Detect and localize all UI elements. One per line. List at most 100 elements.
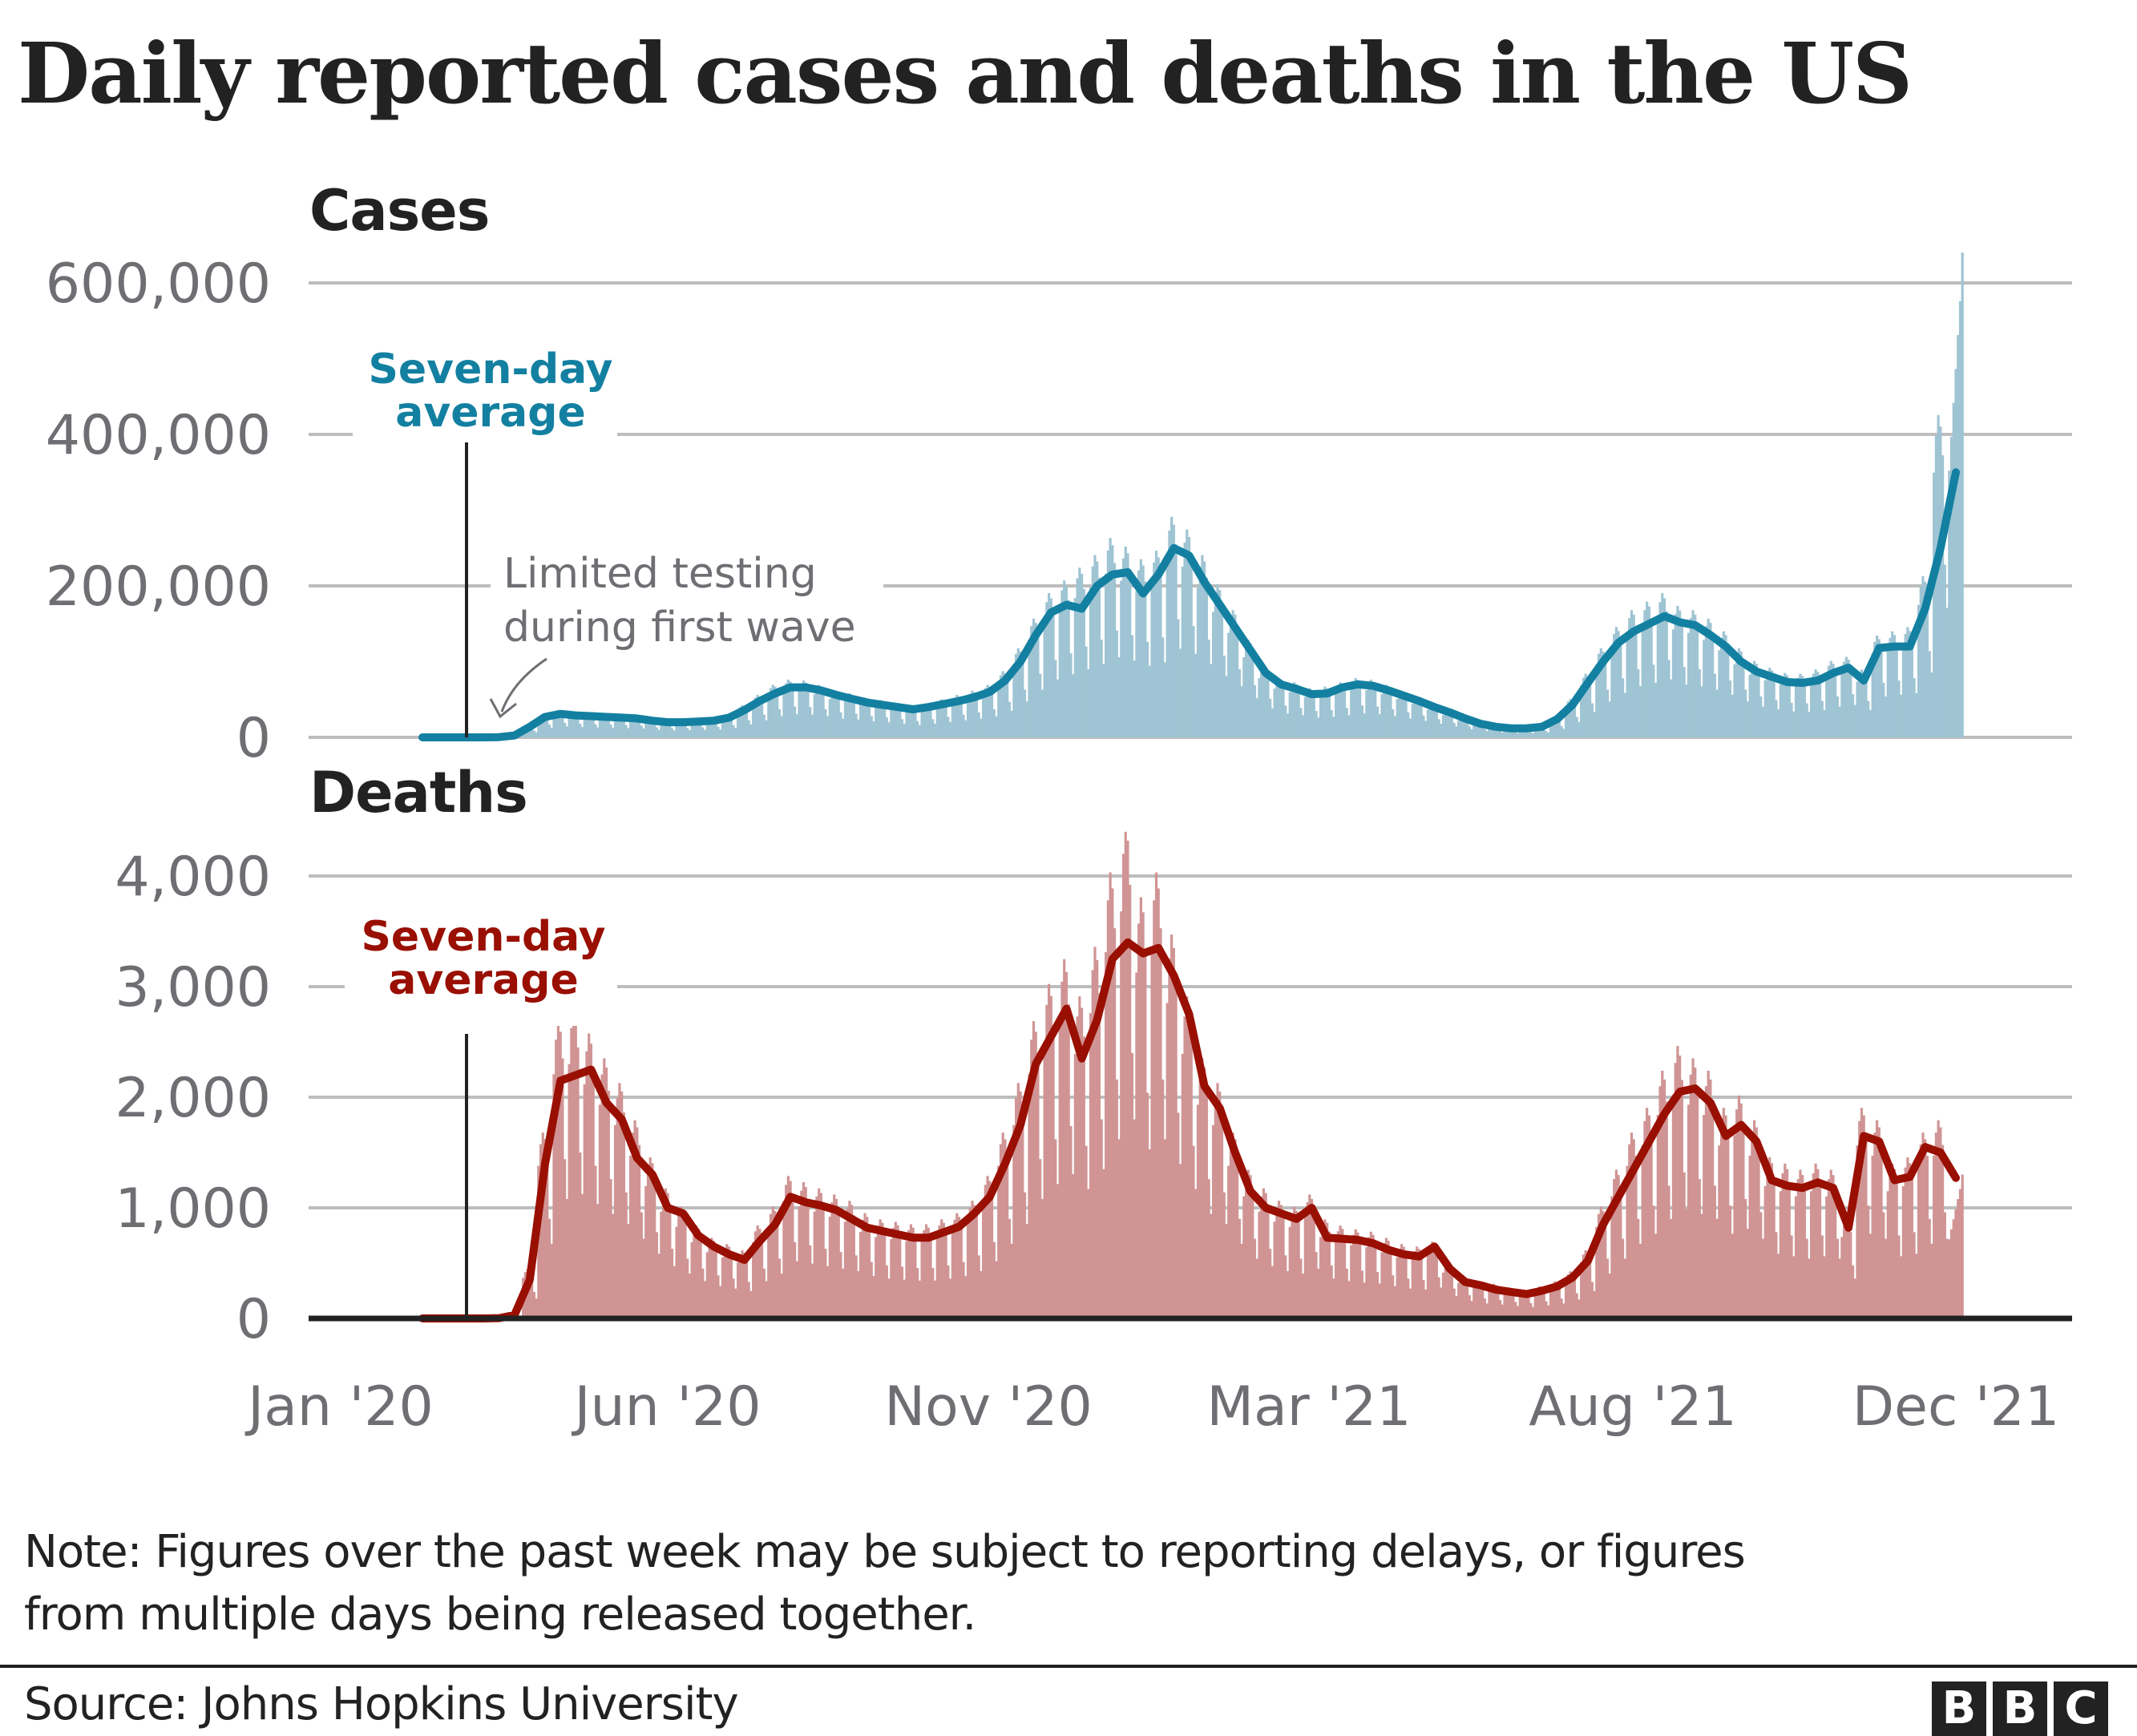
daily-bar bbox=[1860, 1108, 1864, 1318]
daily-bar bbox=[1921, 1132, 1925, 1318]
daily-bar bbox=[1015, 1097, 1018, 1318]
daily-bar bbox=[1722, 631, 1725, 737]
daily-bar bbox=[1628, 618, 1631, 737]
daily-bar bbox=[1613, 1179, 1616, 1318]
daily-bar bbox=[1498, 1299, 1502, 1318]
daily-bar bbox=[1485, 1303, 1489, 1318]
daily-bar bbox=[1227, 1165, 1230, 1318]
daily-bar bbox=[1126, 840, 1129, 1318]
daily-bar bbox=[756, 695, 759, 737]
cases-bars bbox=[475, 252, 1964, 737]
daily-bar bbox=[1698, 668, 1701, 737]
daily-bar bbox=[1440, 1287, 1443, 1318]
daily-bar bbox=[681, 1210, 685, 1318]
daily-bar bbox=[957, 696, 961, 737]
daily-bar bbox=[1359, 685, 1362, 737]
daily-bar bbox=[1525, 1290, 1528, 1318]
daily-bar bbox=[918, 1280, 921, 1318]
daily-bar bbox=[1582, 677, 1586, 737]
daily-bar bbox=[758, 696, 761, 737]
daily-bar bbox=[1378, 714, 1381, 737]
daily-bar bbox=[688, 730, 692, 737]
daily-bar bbox=[1901, 1185, 1905, 1318]
daily-bar bbox=[762, 714, 766, 737]
daily-bar bbox=[1214, 594, 1217, 737]
daily-bar bbox=[570, 1027, 573, 1318]
daily-bar bbox=[1488, 727, 1491, 737]
daily-bar bbox=[1862, 1115, 1865, 1318]
daily-bar bbox=[1288, 692, 1291, 737]
daily-bar bbox=[644, 721, 648, 737]
daily-bar bbox=[1906, 1157, 1909, 1318]
testing-annotation-arrow bbox=[500, 657, 547, 713]
daily-bar bbox=[708, 1242, 711, 1318]
daily-bar bbox=[933, 723, 937, 737]
daily-bar bbox=[600, 715, 604, 737]
daily-bar bbox=[620, 715, 624, 737]
daily-bar bbox=[1661, 593, 1664, 737]
daily-bar bbox=[968, 693, 972, 737]
daily-bar bbox=[914, 1236, 917, 1318]
daily-bar bbox=[944, 1231, 947, 1318]
daily-bar bbox=[1652, 664, 1655, 737]
daily-bar bbox=[1244, 1179, 1248, 1318]
daily-bar bbox=[1063, 580, 1066, 737]
daily-bar bbox=[1634, 626, 1638, 737]
daily-bar bbox=[1144, 581, 1147, 737]
daily-bar bbox=[1954, 369, 1957, 737]
daily-bar bbox=[1626, 632, 1629, 737]
daily-bar bbox=[670, 1249, 674, 1318]
daily-bar bbox=[1713, 1185, 1716, 1318]
daily-bar bbox=[1700, 1213, 1703, 1318]
daily-bar bbox=[1735, 1109, 1739, 1318]
daily-bar bbox=[1387, 686, 1390, 737]
daily-bar bbox=[1777, 709, 1780, 737]
daily-bar bbox=[1145, 641, 1149, 737]
daily-bar bbox=[826, 1266, 830, 1318]
daily-bar bbox=[1402, 692, 1405, 737]
bbc-logo-letter: C bbox=[2054, 1681, 2108, 1736]
daily-bar bbox=[561, 1058, 564, 1318]
daily-bar bbox=[1076, 578, 1079, 737]
daily-bar bbox=[1052, 611, 1055, 737]
daily-bar bbox=[1707, 1070, 1710, 1318]
daily-bar bbox=[1270, 708, 1274, 737]
daily-bar bbox=[1512, 728, 1515, 737]
daily-bar bbox=[1772, 676, 1775, 737]
daily-bar bbox=[543, 1139, 547, 1318]
daily-bar bbox=[833, 690, 836, 737]
daily-bar bbox=[971, 1201, 974, 1318]
daily-bar bbox=[1432, 704, 1436, 737]
daily-bar bbox=[596, 727, 600, 737]
daily-bar bbox=[1253, 684, 1257, 737]
daily-bar bbox=[1560, 725, 1563, 737]
daily-bar bbox=[935, 1237, 939, 1318]
daily-bar bbox=[738, 707, 741, 737]
daily-bar bbox=[1858, 1120, 1861, 1318]
daily-bar bbox=[1867, 700, 1870, 737]
daily-bar bbox=[1654, 1233, 1658, 1318]
daily-bar bbox=[1045, 1004, 1048, 1318]
daily-bar bbox=[1820, 700, 1824, 737]
x-tick-label: Mar '21 bbox=[1206, 1375, 1411, 1439]
daily-bar bbox=[955, 1213, 959, 1318]
daily-bar bbox=[1437, 1277, 1440, 1318]
daily-bar bbox=[1619, 640, 1622, 737]
daily-bar bbox=[1711, 633, 1715, 737]
daily-bar bbox=[1808, 1258, 1811, 1318]
daily-bar bbox=[589, 713, 593, 737]
daily-bar bbox=[1021, 1112, 1024, 1318]
daily-bar bbox=[786, 1176, 790, 1318]
daily-bar bbox=[1424, 721, 1428, 737]
daily-bar bbox=[1231, 610, 1234, 737]
daily-bar bbox=[1801, 676, 1804, 737]
daily-bar bbox=[535, 732, 538, 737]
daily-bar bbox=[872, 721, 875, 737]
daily-bar bbox=[1492, 725, 1495, 737]
daily-bar bbox=[1531, 733, 1535, 737]
daily-bar bbox=[1906, 627, 1909, 737]
daily-bar bbox=[1497, 727, 1500, 737]
deaths-panel-title: Deaths bbox=[309, 760, 528, 826]
daily-bar bbox=[1089, 587, 1093, 737]
daily-bar bbox=[572, 712, 576, 737]
